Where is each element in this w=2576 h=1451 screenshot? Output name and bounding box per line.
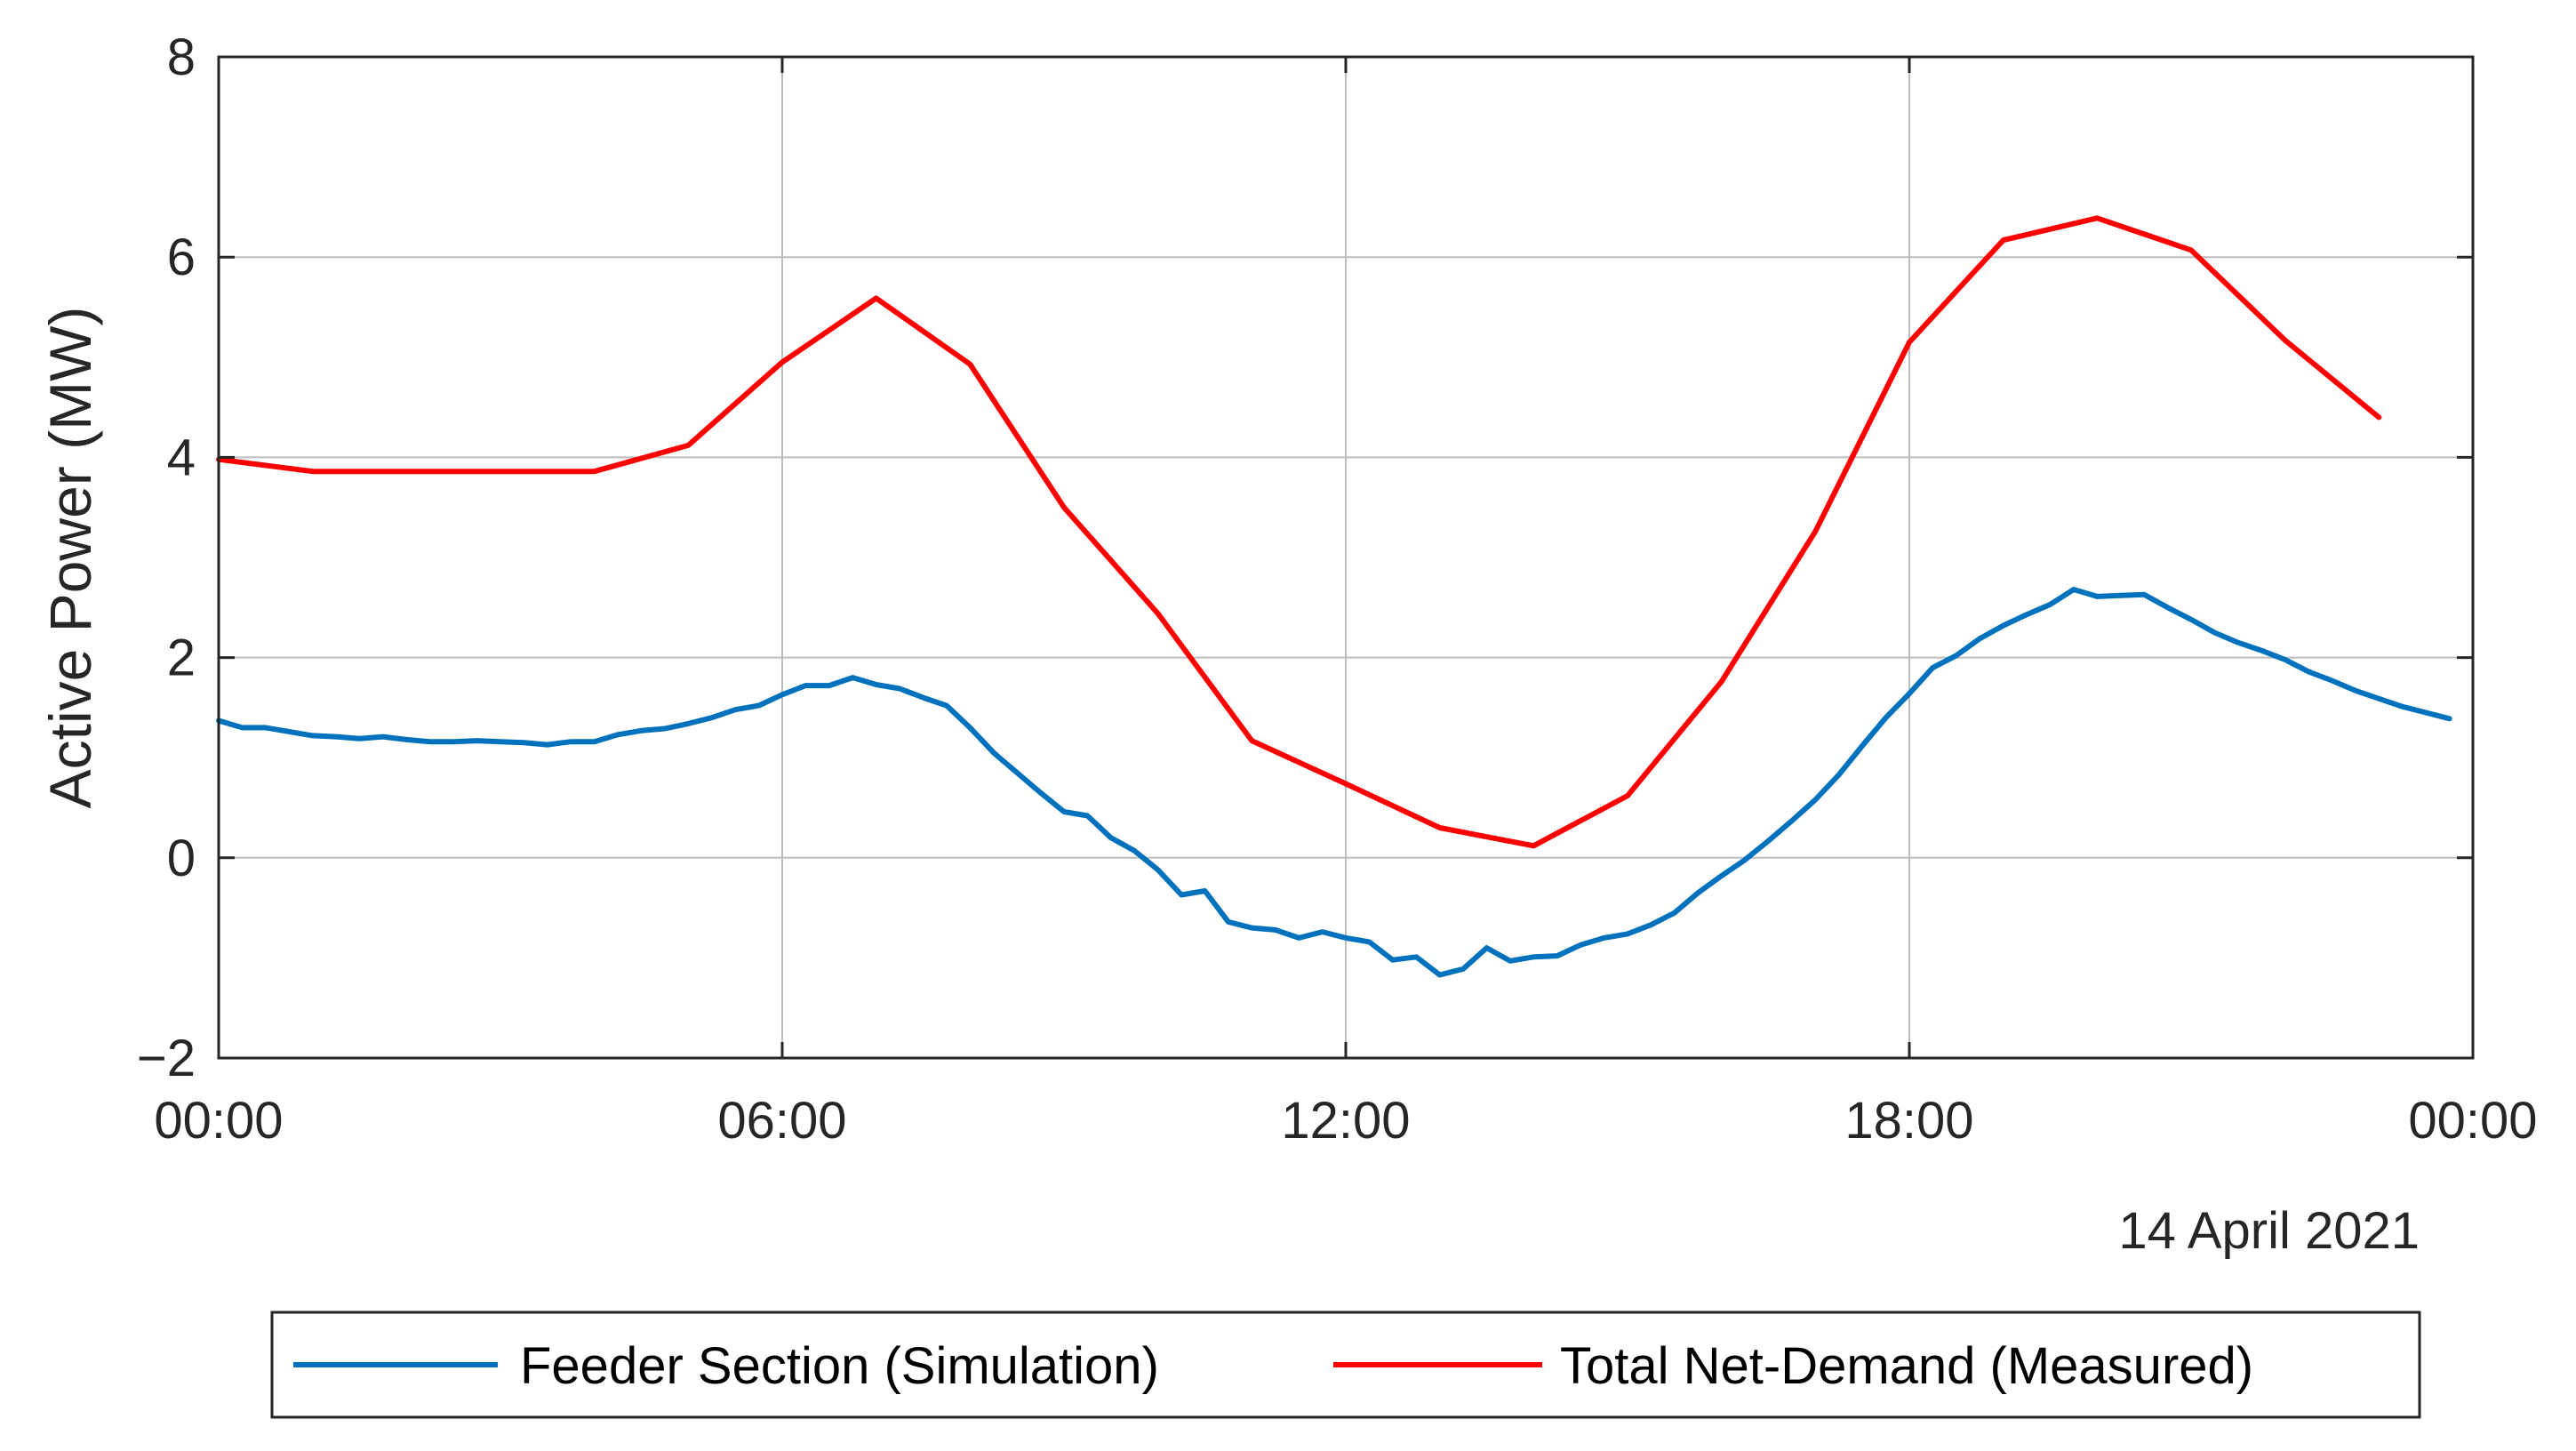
x-tick-label: 00:00: [2408, 1092, 2537, 1150]
axis-ticks: [217, 55, 2475, 1060]
legend: Feeder Section (Simulation) Total Net-Dem…: [270, 1311, 2421, 1419]
x-axis-date-label: 14 April 2021: [2118, 1202, 2420, 1260]
y-tick-label: 2: [167, 629, 196, 687]
series-layer: [216, 215, 2452, 978]
legend-label-1: Feeder Section (Simulation): [520, 1337, 1159, 1395]
series-line-1: [216, 587, 2452, 978]
y-tick-label: 6: [167, 228, 196, 286]
grid-lines: [219, 57, 2473, 1058]
legend-label-2: Total Net-Demand (Measured): [1560, 1337, 2253, 1395]
x-tick-label: 06:00: [717, 1092, 846, 1150]
y-tick-label: 4: [167, 429, 196, 486]
y-axis-label: Active Power (MW): [37, 307, 103, 809]
x-tick-label: 12:00: [1281, 1092, 1410, 1150]
y-tick-label: −2: [137, 1030, 196, 1087]
x-tick-label: 00:00: [154, 1092, 283, 1150]
x-tick-label: 18:00: [1844, 1092, 1973, 1150]
series-line-2: [216, 215, 2382, 849]
y-tick-label: 0: [167, 830, 196, 887]
y-tick-label: 8: [167, 28, 196, 86]
